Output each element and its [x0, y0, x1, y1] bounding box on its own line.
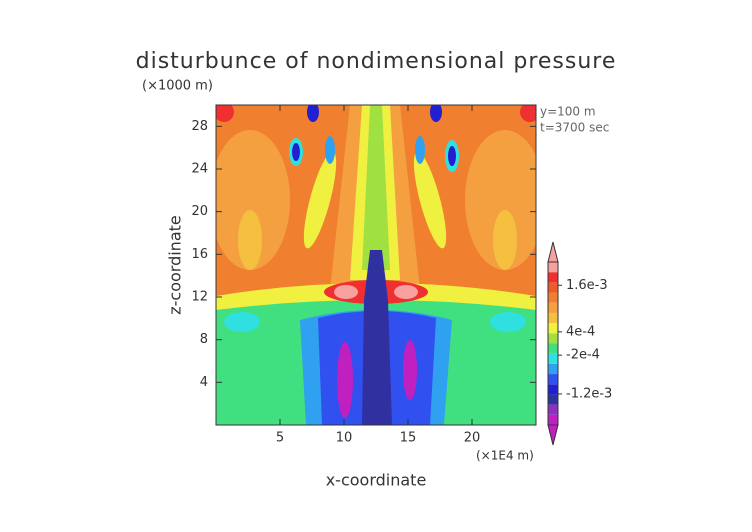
colorbar-segment	[548, 394, 558, 405]
y-unit: (×1000 m)	[142, 79, 213, 94]
contour-region	[520, 105, 536, 122]
annotation: y=100 m	[540, 105, 596, 119]
contour-region	[490, 312, 526, 332]
contour-region	[216, 130, 290, 270]
colorbar-segment	[548, 353, 558, 364]
y-tick-label: 8	[200, 332, 208, 347]
colorbar-segment	[548, 374, 558, 385]
colorbar-segment	[548, 343, 558, 354]
colorbar-segment	[548, 333, 558, 344]
y-tick-label: 24	[191, 162, 208, 177]
colorbar-extend	[547, 424, 559, 446]
colorbar-tick-label: -1.2e-3	[566, 386, 612, 401]
plot-frame	[215, 104, 537, 426]
colorbar-segment	[548, 262, 558, 273]
contour-region	[292, 143, 300, 161]
contour-field	[216, 105, 536, 425]
contour-region	[465, 130, 536, 270]
colorbar-segment	[548, 272, 558, 283]
contour-region	[224, 312, 260, 332]
colorbar-segment	[548, 323, 558, 334]
contour-region	[216, 105, 234, 122]
chart-title: disturbunce of nondimensional pressure	[136, 49, 617, 74]
colorbar-segment	[548, 312, 558, 324]
colorbar-segment	[548, 404, 558, 415]
contour-region	[448, 146, 456, 166]
contour-region	[394, 285, 418, 299]
colorbar-tick-label: 4e-4	[566, 324, 595, 339]
colorbar-tick-label: 1.6e-3	[566, 278, 608, 293]
colorbar-tick-label: -2e-4	[566, 348, 600, 363]
contour-region	[303, 151, 337, 249]
contour-region	[307, 105, 319, 122]
x-tick-label: 15	[400, 431, 417, 446]
contour-region	[493, 210, 517, 270]
contour-region	[325, 136, 335, 164]
colorbar-frame	[547, 261, 559, 426]
y-tick-label: 16	[191, 247, 208, 262]
contour-region	[238, 210, 262, 270]
y-tick-label: 12	[191, 290, 208, 305]
annotation: t=3700 sec	[540, 121, 609, 135]
x-unit: (×1E4 m)	[476, 449, 534, 463]
contour-region	[362, 250, 392, 425]
contour-region	[362, 105, 390, 270]
colorbar-segment	[548, 363, 558, 375]
colorbar-extend	[547, 241, 559, 263]
contour-region	[337, 342, 353, 418]
colorbar-segment	[548, 414, 558, 425]
y-tick-label: 20	[191, 204, 208, 219]
x-axis-label: x-coordinate	[326, 471, 427, 490]
contour-region	[415, 136, 425, 164]
colorbar-segment	[548, 292, 558, 303]
y-axis-label: z-coordinate	[166, 215, 185, 315]
x-tick-label: 5	[276, 431, 284, 446]
y-tick-label: 28	[191, 119, 208, 134]
contour-region	[403, 340, 417, 400]
y-tick-label: 4	[200, 375, 208, 390]
colorbar-segment	[548, 302, 558, 313]
colorbar-segment	[548, 282, 558, 293]
contour-region	[413, 151, 447, 249]
x-tick-label: 10	[336, 431, 353, 446]
contour-region	[430, 105, 442, 122]
colorbar-segment	[548, 384, 558, 395]
x-tick-label: 20	[464, 431, 481, 446]
contour-region	[334, 285, 358, 299]
